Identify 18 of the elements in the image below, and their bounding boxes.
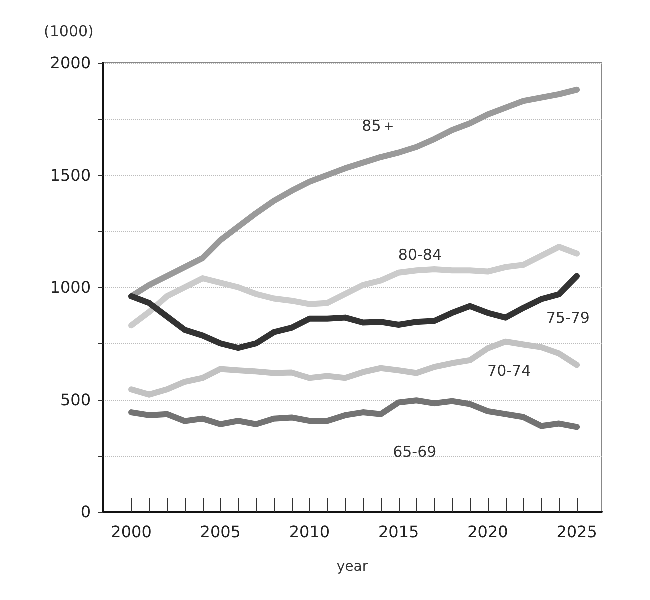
x-tick-label: 2010 — [289, 522, 330, 542]
y-tick-label: 500 — [60, 390, 91, 410]
text: 65-69 — [393, 442, 437, 461]
y-tick-label: 2000 — [50, 54, 91, 72]
series-label: 85＋ — [362, 116, 396, 135]
x-tick-label: 2015 — [378, 522, 420, 542]
series-label: 70-74 — [488, 362, 532, 380]
x-tick-label: 2005 — [200, 522, 241, 542]
series-label: 75-79 — [546, 309, 590, 328]
x-tick-label: 2025 — [556, 522, 598, 542]
x-tick-label: 2020 — [468, 522, 508, 542]
y-axis-title: (1000) — [44, 22, 94, 40]
x-tick-label: 2000 — [111, 522, 152, 542]
y-tick-label: 1000 — [50, 278, 91, 297]
series-label: 80-84 — [398, 246, 442, 264]
x-axis-title: year — [336, 559, 368, 575]
y-tick-label: 1500 — [50, 166, 91, 185]
y-tick-label: 0 — [80, 502, 91, 522]
